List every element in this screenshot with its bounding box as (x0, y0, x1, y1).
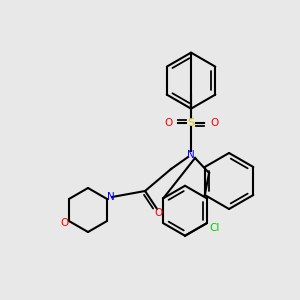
Text: O: O (210, 118, 218, 128)
Text: N: N (107, 192, 115, 202)
Text: O: O (164, 118, 172, 128)
Text: O: O (154, 208, 162, 218)
Text: N: N (187, 150, 195, 160)
Text: S: S (188, 118, 195, 128)
Text: Cl: Cl (209, 223, 220, 233)
Text: O: O (61, 218, 69, 228)
